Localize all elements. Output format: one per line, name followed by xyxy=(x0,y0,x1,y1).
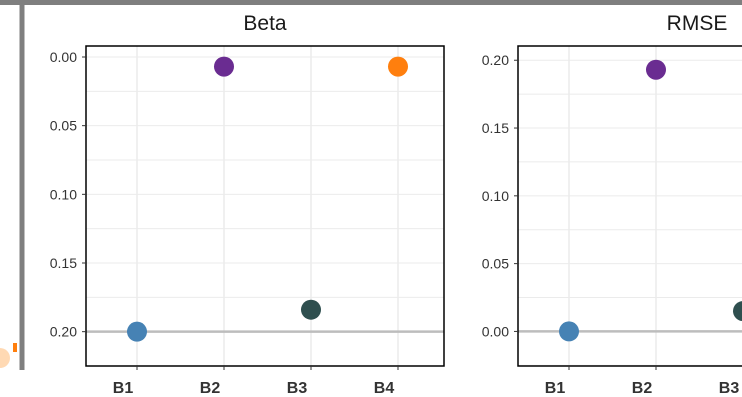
panel-beta-points xyxy=(127,56,408,342)
panel-rmse-y-ticks: 0.00 0.05 0.10 0.15 0.20 xyxy=(482,52,518,339)
data-point-b3 xyxy=(301,299,321,320)
y-tick-label: 0.00 xyxy=(50,49,77,65)
panel-rmse-border xyxy=(517,45,742,367)
x-tick-label: B4 xyxy=(374,380,395,397)
data-point-b3 xyxy=(733,301,742,322)
panel-beta-x-ticks: B1 B2 B3 B4 xyxy=(113,366,399,397)
panel-rmse: RMSE 0.00 0.05 0.10 0.15 0.20 B1 B2 B3 xyxy=(482,12,742,397)
data-point-b2 xyxy=(646,59,666,80)
y-tick-label: 0.10 xyxy=(482,188,509,204)
panel-beta-y-ticks: 0.00 0.05 0.10 0.15 0.20 xyxy=(50,49,86,340)
y-tick-label: 0.00 xyxy=(482,323,509,339)
x-tick-label: B1 xyxy=(113,380,134,397)
data-point-b1 xyxy=(127,321,147,342)
panel-beta-title: Beta xyxy=(243,12,287,35)
x-tick-label: B2 xyxy=(632,380,653,397)
panel-beta-border xyxy=(85,45,445,367)
panel-rmse-x-ticks: B1 B2 B3 xyxy=(545,366,740,397)
y-tick-label: 0.05 xyxy=(50,118,77,134)
panel-rmse-title: RMSE xyxy=(667,12,728,35)
cropped-marker-tick-icon xyxy=(13,343,17,352)
y-tick-label: 0.15 xyxy=(50,255,77,271)
panel-rmse-grid xyxy=(518,46,742,366)
panel-beta-grid xyxy=(86,46,444,367)
data-point-b2 xyxy=(214,56,234,77)
panel-beta: Beta 0.00 0.05 0.10 0.15 0.20 B1 B2 B3 B4 xyxy=(50,12,445,397)
data-point-b1 xyxy=(559,321,579,342)
y-tick-label: 0.10 xyxy=(50,186,77,202)
y-tick-label: 0.20 xyxy=(482,52,509,68)
x-tick-label: B2 xyxy=(200,380,221,397)
y-tick-label: 0.05 xyxy=(482,256,509,272)
x-tick-label: B1 xyxy=(545,380,566,397)
data-point-b4 xyxy=(388,56,408,77)
x-tick-label: B3 xyxy=(287,380,308,397)
panel-rmse-points xyxy=(559,59,742,342)
y-tick-label: 0.15 xyxy=(482,120,509,136)
x-tick-label: B3 xyxy=(719,380,740,397)
y-tick-label: 0.20 xyxy=(50,324,77,340)
cropped-marker-icon xyxy=(0,348,10,368)
